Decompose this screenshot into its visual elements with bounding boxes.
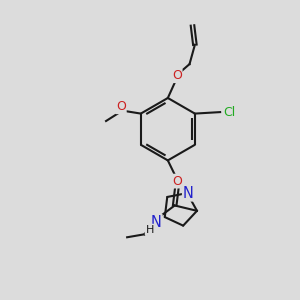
Text: Cl: Cl [223,106,235,118]
Text: O: O [172,69,182,82]
Text: N: N [151,215,162,230]
Text: N: N [183,186,194,201]
Text: H: H [146,224,154,235]
Text: O: O [116,100,126,113]
Text: O: O [172,175,182,188]
